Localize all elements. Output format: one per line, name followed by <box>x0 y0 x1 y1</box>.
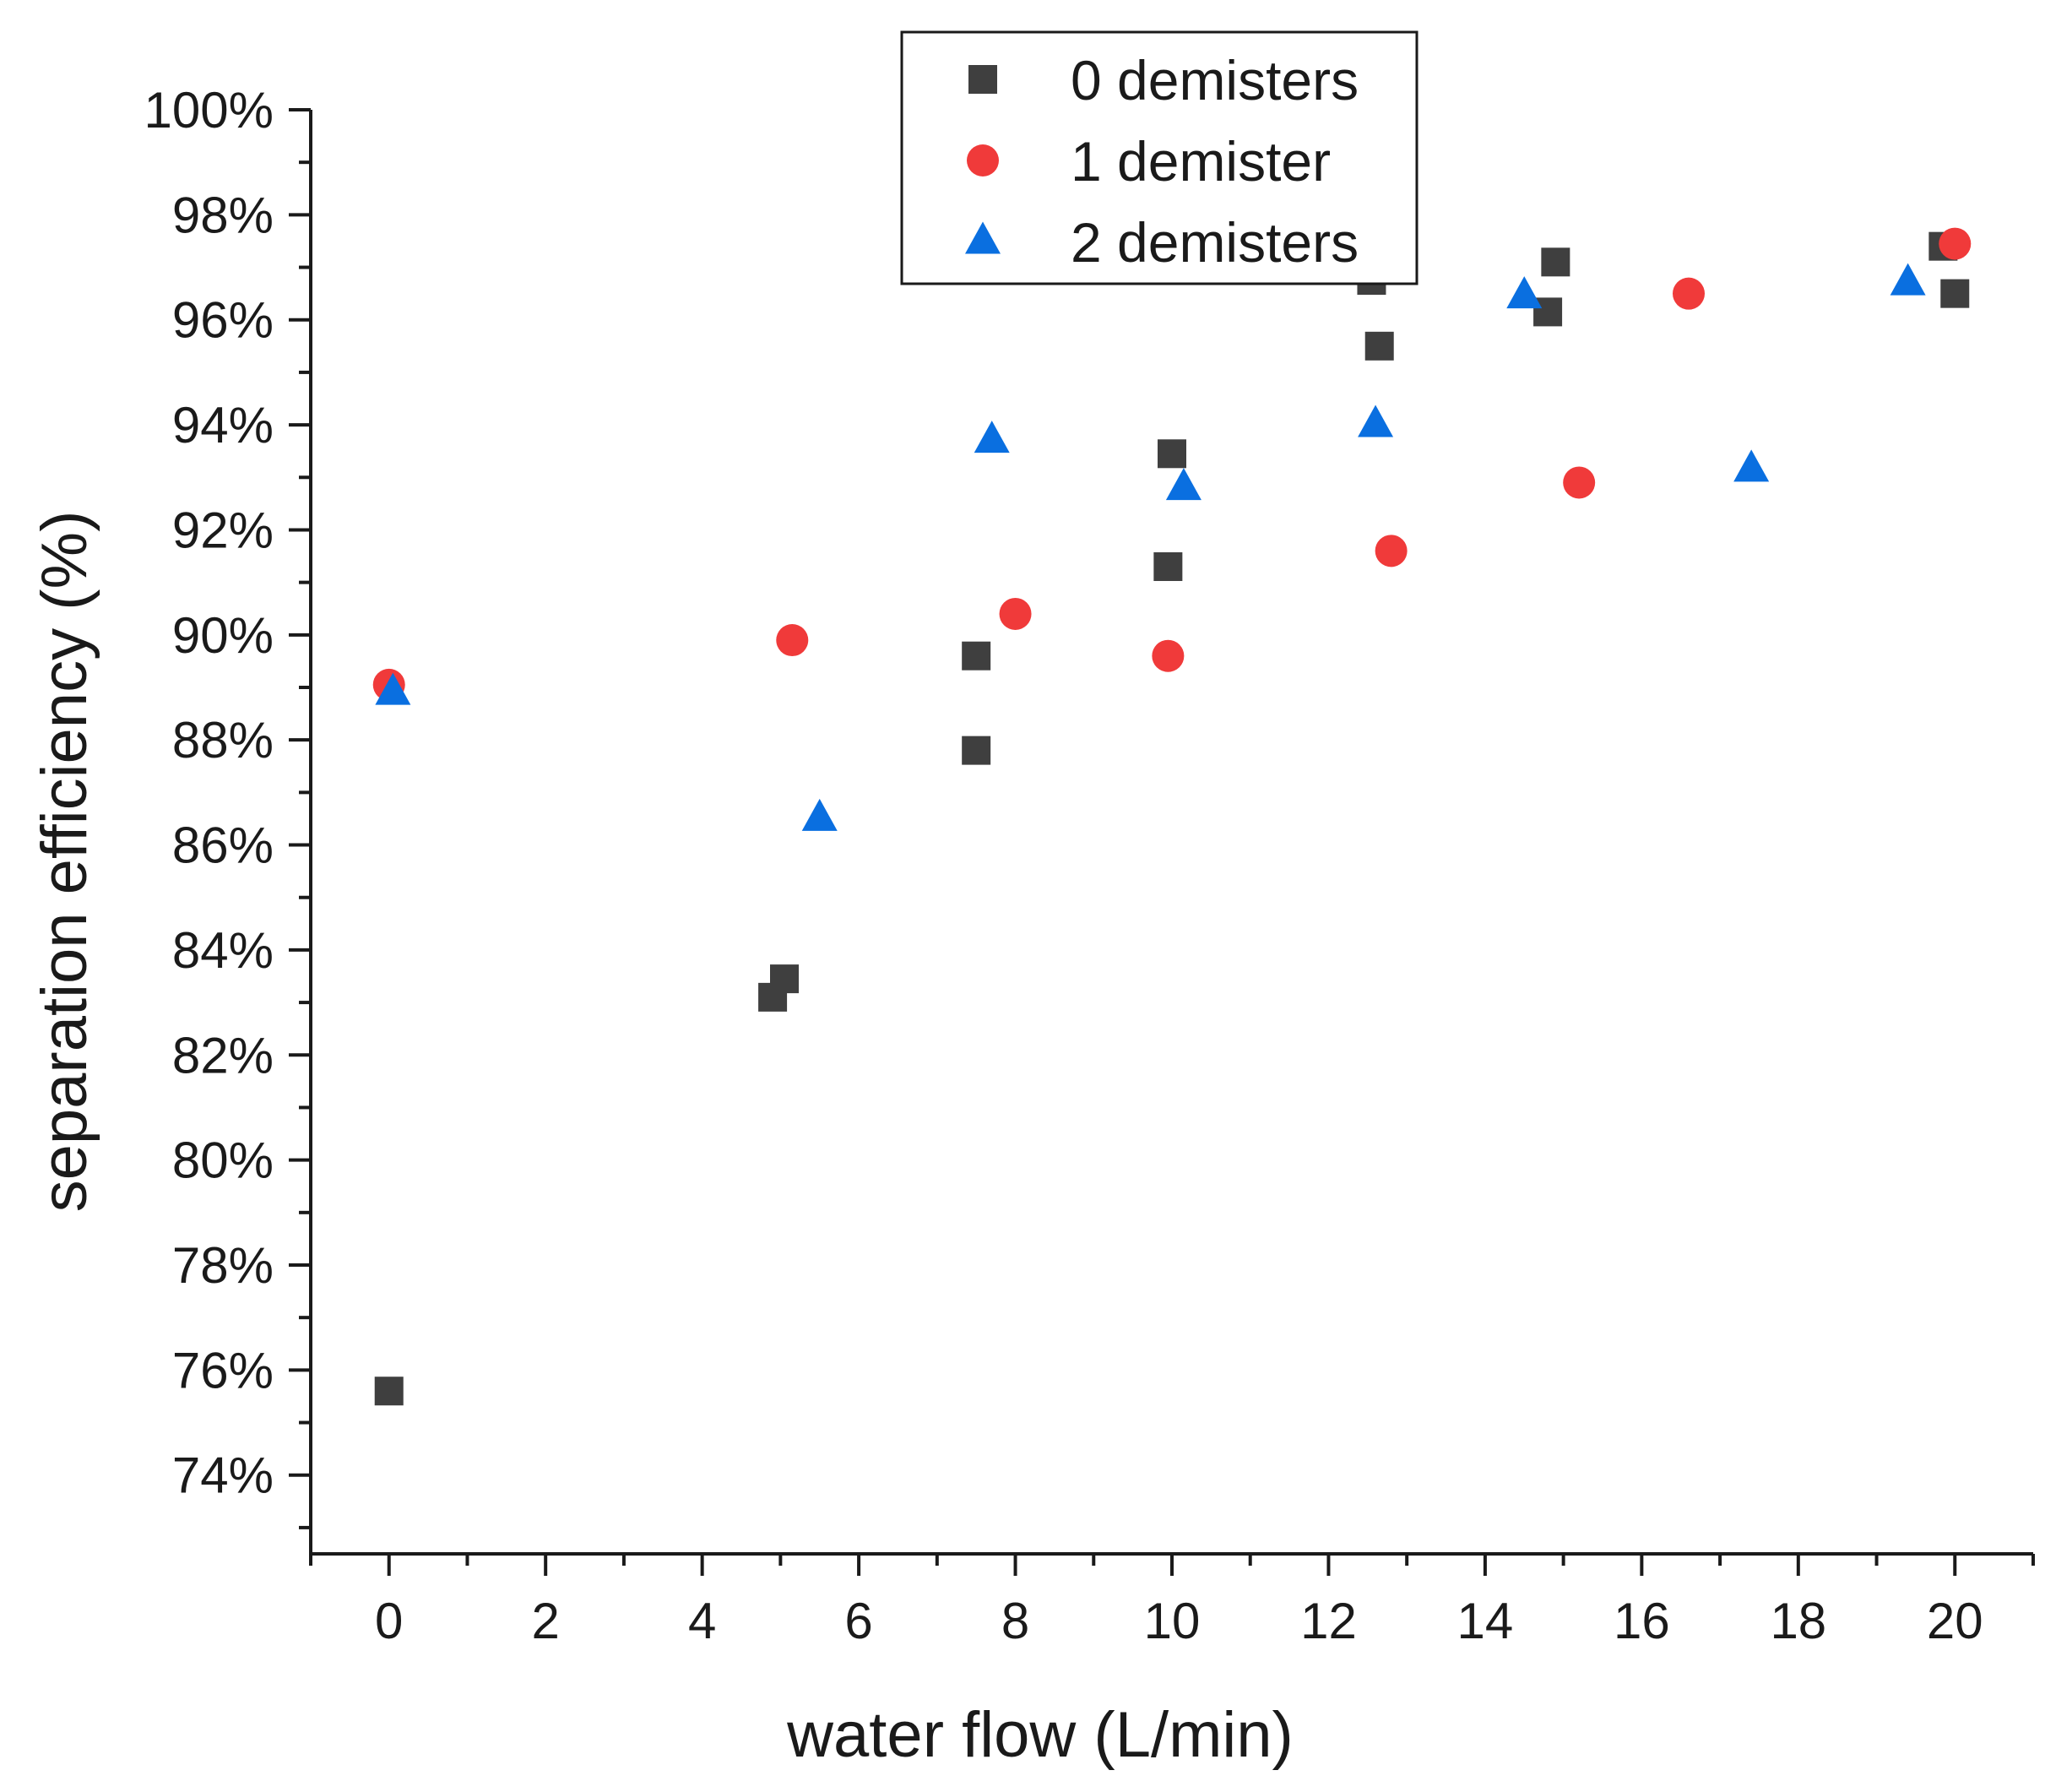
x-tick-label: 10 <box>1144 1593 1201 1649</box>
x-tick-label: 20 <box>1927 1593 1983 1649</box>
x-tick-label: 18 <box>1770 1593 1826 1649</box>
square-point <box>1153 551 1183 581</box>
y-tick-label: 88% <box>172 712 274 768</box>
legend-label: 0 demisters <box>1071 49 1359 111</box>
y-tick-label: 100% <box>144 82 274 138</box>
legend-label: 2 demisters <box>1071 211 1359 274</box>
y-axis-title: separation efficiency (%) <box>29 511 100 1213</box>
series-2-demisters <box>375 263 1926 831</box>
x-axis-title: water flow (L/min) <box>786 1699 1294 1771</box>
y-tick-label: 76% <box>172 1342 274 1398</box>
legend-triangle-icon <box>965 221 1001 254</box>
series-1-demister <box>372 227 1972 701</box>
circle-point <box>1673 277 1705 310</box>
x-tick-label: 2 <box>531 1593 559 1649</box>
legend-circle-icon <box>967 144 999 176</box>
y-tick-label: 82% <box>172 1027 274 1083</box>
circle-point <box>1375 535 1408 567</box>
legend-item: 0 demisters <box>968 49 1359 111</box>
square-point <box>1541 247 1570 277</box>
square-point <box>962 641 991 671</box>
circle-point <box>776 624 809 657</box>
y-tick-label: 84% <box>172 922 274 979</box>
square-point <box>962 736 991 765</box>
circle-point <box>999 597 1032 630</box>
y-tick-label: 96% <box>172 292 274 349</box>
triangle-point <box>1165 468 1202 501</box>
x-tick-label: 12 <box>1300 1593 1357 1649</box>
x-tick-label: 16 <box>1614 1593 1670 1649</box>
triangle-point <box>974 421 1010 453</box>
square-point <box>374 1377 404 1406</box>
square-point <box>770 964 799 994</box>
circle-point <box>1939 227 1972 260</box>
legend-item: 1 demister <box>967 130 1331 193</box>
series-0-demisters <box>374 231 1970 1406</box>
y-tick-label: 80% <box>172 1132 274 1189</box>
y-tick-label: 74% <box>172 1447 274 1504</box>
legend-label: 1 demister <box>1071 130 1331 193</box>
legend-item: 2 demisters <box>965 211 1359 274</box>
triangle-point <box>1890 263 1926 296</box>
y-tick-label: 86% <box>172 817 274 874</box>
triangle-point <box>1733 449 1770 482</box>
data-points <box>372 227 1972 1406</box>
triangle-point <box>1506 276 1543 309</box>
legend: 0 demisters 1 demister 2 demisters <box>900 30 1418 285</box>
circle-point <box>1563 466 1596 499</box>
y-tick-label: 98% <box>172 187 274 243</box>
y-tick-label: 78% <box>172 1237 274 1294</box>
x-tick-label: 4 <box>688 1593 716 1649</box>
x-tick-label: 6 <box>844 1593 872 1649</box>
square-point <box>1158 439 1186 469</box>
square-point <box>1364 331 1394 361</box>
triangle-point <box>801 798 838 831</box>
y-tick-label: 94% <box>172 397 274 453</box>
legend-square-icon <box>968 65 997 94</box>
x-tick-label: 14 <box>1457 1593 1514 1649</box>
x-tick-label: 8 <box>1001 1593 1029 1649</box>
square-point <box>1940 279 1970 308</box>
y-tick-label: 90% <box>172 607 274 664</box>
x-tick-label: 0 <box>375 1593 403 1649</box>
triangle-point <box>375 672 411 705</box>
y-tick-label: 92% <box>172 502 274 558</box>
circle-point <box>1152 639 1185 672</box>
axes <box>309 110 2033 1556</box>
triangle-point <box>1358 405 1394 437</box>
ticks: 74% 76% 78% 80% 82% 84% 86% 88% 90% 92% 94% 96% 98% 1… <box>144 82 2035 1649</box>
